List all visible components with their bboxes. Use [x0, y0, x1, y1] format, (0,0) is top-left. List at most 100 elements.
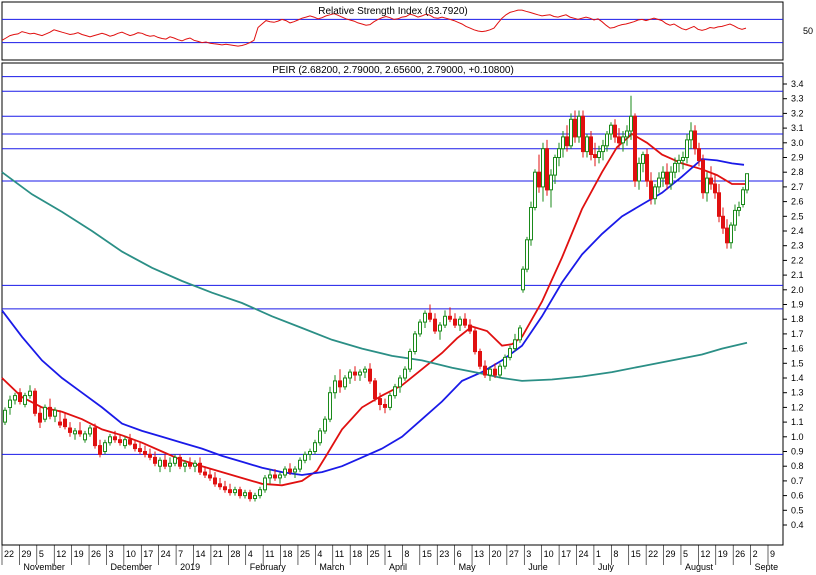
- candle-body: [625, 130, 629, 138]
- x-tick-label: 18: [283, 549, 293, 559]
- candle-body: [637, 162, 641, 182]
- candle-body: [525, 239, 529, 270]
- rsi-line: [1, 9, 747, 47]
- candle-body: [589, 136, 593, 155]
- candle-body: [228, 489, 232, 494]
- candle-body: [513, 339, 517, 350]
- candle-body: [273, 474, 277, 479]
- candle-body: [28, 390, 32, 397]
- x-tick-label: 9: [770, 549, 775, 559]
- candle-body: [293, 468, 297, 473]
- candle-body: [193, 462, 197, 467]
- price-tick-label: 3.2: [791, 108, 804, 118]
- candle-body: [673, 162, 677, 173]
- price-tick-label: 0.7: [791, 476, 804, 486]
- candle-body: [685, 139, 689, 158]
- candle-body: [218, 483, 222, 488]
- candle-body: [561, 136, 565, 150]
- candle-body: [178, 456, 182, 467]
- candle-body: [613, 124, 617, 138]
- candle-body: [268, 474, 272, 479]
- candle-body: [681, 157, 685, 161]
- candle-body: [649, 180, 653, 200]
- candle-body: [328, 392, 332, 420]
- candle-body: [243, 492, 247, 497]
- price-tick-label: 1.5: [791, 358, 804, 368]
- candle-body: [657, 177, 661, 188]
- candle-body: [248, 492, 252, 500]
- candle-body: [348, 371, 352, 379]
- x-tick-label: 12: [56, 549, 66, 559]
- price-tick-label: 0.6: [791, 491, 804, 501]
- candle-body: [333, 380, 337, 394]
- candle-body: [557, 148, 561, 158]
- candle-body: [288, 468, 292, 473]
- candle-body: [488, 368, 492, 376]
- candle-body: [438, 324, 442, 332]
- candle-body: [641, 154, 645, 164]
- candle-body: [493, 368, 497, 376]
- candle-body: [701, 159, 705, 194]
- x-tick-label: 17: [143, 549, 153, 559]
- candle-body: [208, 474, 212, 479]
- candle-body: [498, 365, 502, 376]
- candle-body: [585, 136, 589, 153]
- candle-body: [128, 439, 132, 445]
- x-month-label: August: [685, 562, 714, 572]
- x-tick-label: 10: [126, 549, 136, 559]
- x-tick-label: 1: [387, 549, 392, 559]
- candle-body: [308, 451, 312, 455]
- candle-body: [68, 427, 72, 433]
- candle-body: [709, 177, 713, 185]
- candle-body: [33, 390, 37, 414]
- candle-body: [13, 395, 17, 401]
- candle-body: [725, 227, 729, 244]
- candle-body: [565, 136, 569, 147]
- price-tick-label: 3.0: [791, 138, 804, 148]
- candle-body: [103, 442, 107, 453]
- candle-body: [113, 436, 117, 441]
- candle-body: [428, 312, 432, 320]
- candle-body: [478, 351, 482, 367]
- x-tick-label: 15: [631, 549, 641, 559]
- x-tick-label: 12: [700, 549, 710, 559]
- candle-body: [198, 462, 202, 473]
- candle-body: [123, 439, 127, 447]
- candle-body: [741, 189, 745, 206]
- candle-body: [468, 324, 472, 332]
- x-tick-label: 28: [230, 549, 240, 559]
- price-panel: [1, 62, 784, 546]
- x-tick-label: 26: [735, 549, 745, 559]
- candle-body: [318, 430, 322, 444]
- candle-body: [689, 130, 693, 141]
- candle-body: [233, 489, 237, 494]
- candle-body: [697, 148, 701, 161]
- candle-body: [353, 371, 357, 376]
- candle-body: [43, 406, 47, 420]
- candle-body: [458, 318, 462, 326]
- candle-body: [163, 459, 167, 467]
- x-tick-label: 4: [248, 549, 253, 559]
- candle-body: [503, 356, 507, 367]
- candle-body: [358, 371, 362, 376]
- price-frame: [1, 62, 784, 546]
- candle-body: [238, 489, 242, 497]
- price-tick-label: 1.0: [791, 432, 804, 442]
- candle-body: [677, 159, 681, 164]
- candle-body: [737, 207, 741, 211]
- candle-body: [73, 430, 77, 435]
- candle-body: [343, 377, 347, 388]
- price-tick-label: 1.4: [791, 373, 804, 383]
- candle-body: [263, 477, 267, 491]
- candle-body: [108, 436, 112, 444]
- candle-body: [609, 124, 613, 135]
- candle-body: [118, 439, 122, 444]
- candle-body: [443, 315, 447, 326]
- candle-body: [661, 171, 665, 179]
- x-tick-label: 22: [648, 549, 658, 559]
- price-tick-label: 0.9: [791, 447, 804, 457]
- x-tick-label: 18: [352, 549, 362, 559]
- candle-body: [58, 421, 62, 426]
- price-tick-label: 1.7: [791, 329, 804, 339]
- price-tick-label: 2.1: [791, 270, 804, 280]
